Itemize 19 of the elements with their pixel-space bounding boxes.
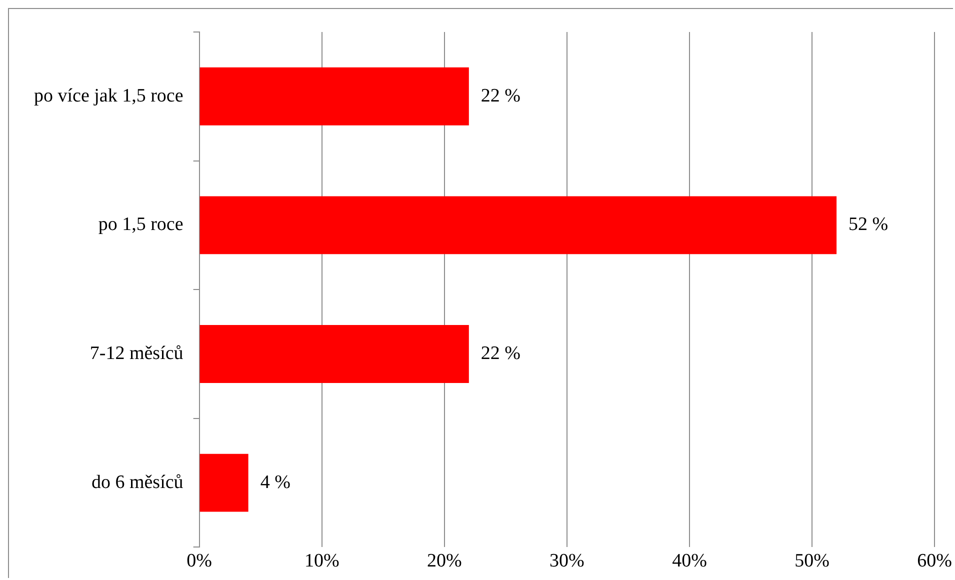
bar (200, 454, 248, 512)
x-tick-label: 40% (672, 550, 708, 572)
y-tick-label: 7-12 měsíců (90, 342, 184, 364)
data-label: 52 % (848, 214, 888, 236)
x-tick-label: 10% (304, 550, 340, 572)
x-tick-label: 30% (550, 550, 585, 572)
x-tick-label: 60% (917, 550, 952, 572)
x-tick-label: 50% (794, 550, 830, 572)
y-tick-label: po více jak 1,5 roce (34, 85, 184, 106)
bar (200, 325, 469, 383)
y-tick-label: do 6 měsíců (91, 472, 184, 493)
bar (200, 67, 469, 126)
bar (200, 196, 837, 254)
x-tick-label: 20% (426, 550, 462, 572)
data-label: 22 % (480, 85, 521, 106)
data-label: 4 % (260, 472, 291, 493)
x-tick-label: 0% (186, 550, 212, 572)
data-label: 22 % (480, 342, 521, 364)
y-tick-label: po 1,5 roce (98, 214, 184, 236)
